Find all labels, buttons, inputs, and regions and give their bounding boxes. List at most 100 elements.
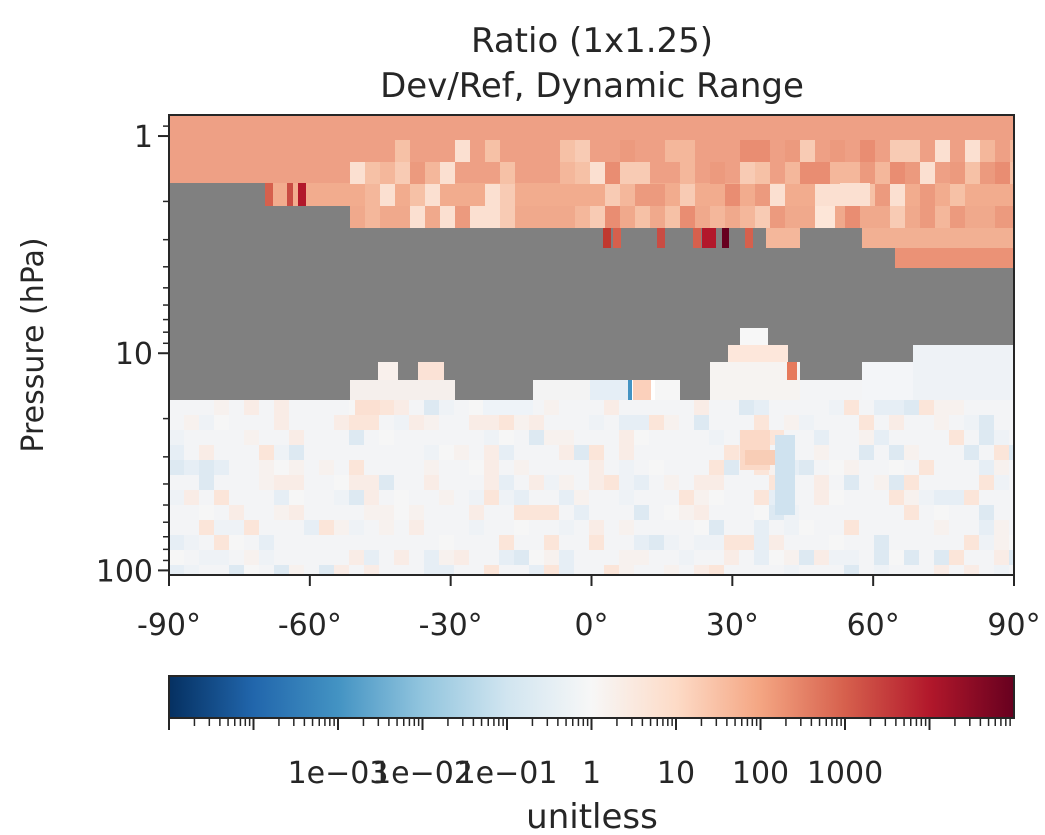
heatmap-cell	[604, 400, 619, 415]
heatmap-cell	[559, 430, 574, 445]
heatmap-cell	[544, 550, 559, 565]
heatmap-cell	[349, 490, 364, 505]
heatmap-cell	[184, 415, 199, 430]
heatmap-cell	[199, 445, 214, 460]
heatmap-cell	[590, 162, 605, 184]
heatmap-cell	[860, 140, 875, 162]
upper-cells-group	[265, 140, 1014, 248]
heatmap-cell	[740, 162, 755, 184]
heatmap-cell	[469, 505, 484, 520]
heatmap-cell	[650, 184, 665, 206]
heatmap-cell	[814, 490, 829, 505]
heatmap-cell	[634, 415, 649, 430]
cbar-tick-label: 1	[582, 756, 601, 791]
heatmap-cell	[424, 400, 439, 415]
heatmap-cell	[949, 400, 964, 415]
heatmap-cell	[349, 415, 364, 430]
heatmap-cell	[766, 228, 800, 248]
heatmap-cell	[424, 445, 439, 460]
heatmap-cell	[1010, 206, 1014, 228]
heatmap-cell	[964, 535, 979, 550]
heatmap-cell	[454, 550, 469, 565]
heatmap-cell	[694, 565, 709, 575]
heatmap-cell	[784, 415, 799, 430]
heatmap-cell	[619, 565, 634, 575]
heatmap-cell	[665, 206, 680, 228]
heatmap-cell	[844, 400, 859, 415]
heatmap-cell	[484, 490, 499, 505]
heatmap-cell	[424, 460, 439, 475]
heatmap-cell	[544, 535, 559, 550]
heatmap-cell	[484, 475, 499, 490]
heatmap-cell	[365, 184, 380, 206]
heatmap-cell	[754, 520, 769, 535]
heatmap-cell	[787, 362, 797, 380]
heatmap-cell	[469, 415, 484, 430]
heatmap-cell	[934, 550, 949, 565]
heatmap-cell	[484, 565, 499, 575]
heatmap-cell	[634, 505, 649, 520]
heatmap-cell	[770, 184, 785, 206]
heatmap-cell	[875, 162, 890, 184]
heatmap-cell	[244, 430, 259, 445]
heatmap-cell	[754, 535, 769, 550]
heatmap-cell	[214, 520, 229, 535]
heatmap-cell	[395, 140, 410, 162]
heatmap-cell	[770, 206, 785, 228]
x-tick-label: -60°	[278, 608, 342, 643]
heatmap-cell	[410, 162, 425, 184]
heatmap-cell	[722, 228, 729, 248]
heatmap-cell	[965, 162, 980, 184]
heatmap-cell	[244, 520, 259, 535]
y-axis-label: Pressure (hPa)	[16, 237, 51, 452]
heatmap-cell	[349, 550, 364, 565]
heatmap-cell	[964, 445, 979, 460]
heatmap-cell	[244, 550, 259, 565]
heatmap-cell	[304, 520, 319, 535]
heatmap-cell	[544, 565, 559, 575]
heatmap-cell	[364, 505, 379, 520]
heatmap-cell	[589, 445, 604, 460]
heatmap-cell	[425, 162, 440, 184]
heatmap-cell	[619, 460, 634, 475]
heatmap-cell	[485, 206, 500, 228]
heatmap-cell	[379, 520, 394, 535]
heatmap-cell	[634, 475, 649, 490]
heatmap-cell	[529, 505, 544, 520]
heatmap-cell	[709, 565, 724, 575]
heatmap-cell	[649, 460, 664, 475]
heatmap-cell	[199, 460, 214, 475]
heatmap-cell	[950, 162, 965, 184]
heatmap-cell	[274, 460, 289, 475]
heatmap-cell	[934, 505, 949, 520]
heatmap-cell	[560, 162, 575, 184]
heatmap-cell	[590, 206, 605, 228]
heatmap-cell	[199, 505, 214, 520]
heatmap-cell	[544, 400, 559, 415]
heatmap-cell	[500, 206, 515, 228]
heatmap-cell	[169, 565, 184, 575]
heatmap-cell	[935, 206, 950, 228]
heatmap-cell	[214, 550, 229, 565]
heatmap-cell	[575, 206, 590, 228]
heatmap-cell	[364, 415, 379, 430]
heatmap-cell	[590, 380, 630, 400]
heatmap-cell	[214, 490, 229, 505]
heatmap-cell	[994, 445, 1009, 460]
heatmap-cell	[889, 400, 904, 415]
heatmap-cell	[949, 490, 964, 505]
heatmap-cell	[680, 140, 695, 162]
heatmap-cell	[244, 400, 259, 415]
heatmap-cell	[934, 520, 949, 535]
heatmap-cell	[394, 505, 409, 520]
heatmap-cell	[424, 565, 439, 575]
heatmap-cell	[724, 445, 739, 460]
heatmap-cell	[829, 490, 844, 505]
x-axis-ticks: -90° -60° -30° 0° 30° 60° 90°	[137, 575, 1041, 643]
x-tick-label: 0°	[574, 608, 608, 643]
region-missing-data	[169, 183, 1014, 415]
heatmap-cell	[529, 550, 544, 565]
heatmap-cell	[979, 415, 994, 430]
heatmap-cell	[845, 162, 860, 184]
heatmap-cell	[785, 162, 800, 184]
